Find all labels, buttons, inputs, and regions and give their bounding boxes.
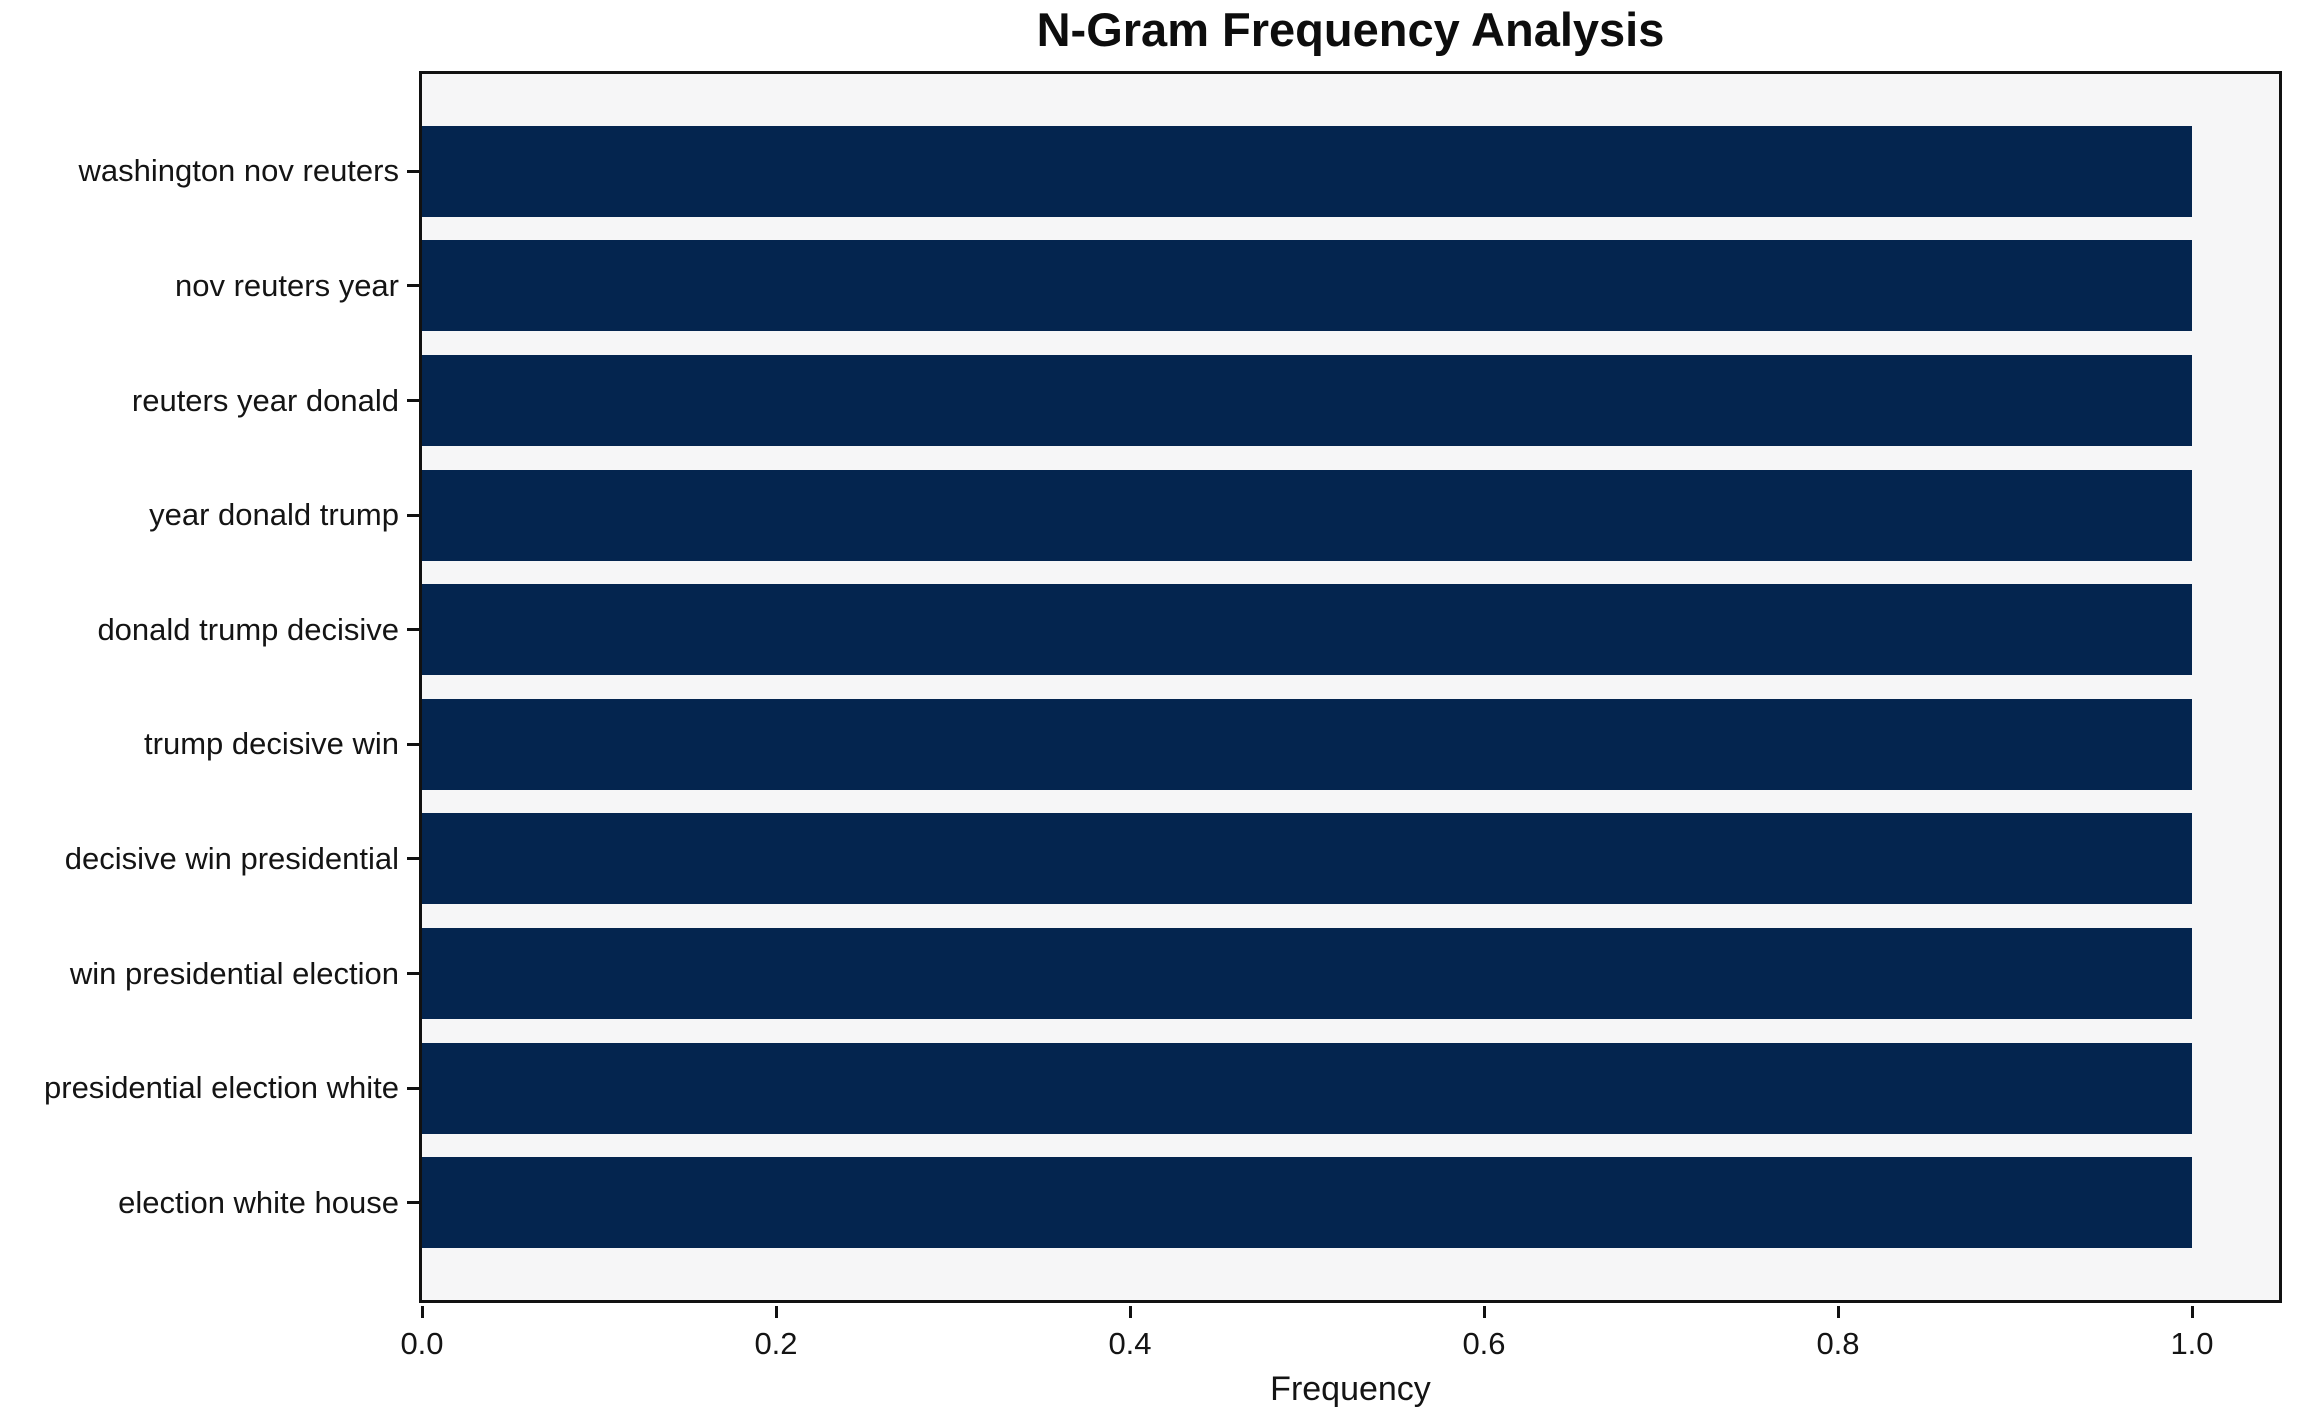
y-tick-label: election white house xyxy=(118,1184,399,1220)
y-tick-label: year donald trump xyxy=(149,497,399,533)
bar xyxy=(422,1042,2192,1134)
x-tick-label: 0.0 xyxy=(400,1326,444,1361)
bar xyxy=(422,928,2192,1019)
y-tick-mark xyxy=(407,742,419,746)
x-tick-mark xyxy=(2190,1306,2194,1318)
x-tick-label: 0.2 xyxy=(754,1326,798,1361)
y-tick-mark xyxy=(407,399,419,402)
y-tick-mark xyxy=(407,972,419,975)
y-tick-label: trump decisive win xyxy=(144,726,399,762)
y-tick-label: presidential election white xyxy=(44,1070,399,1106)
x-tick-label: 0.8 xyxy=(1816,1326,1860,1361)
x-tick-mark xyxy=(1836,1306,1840,1318)
bar xyxy=(422,125,2192,217)
bar xyxy=(422,813,2192,905)
y-tick-mark xyxy=(407,1086,419,1090)
y-tick-mark xyxy=(407,857,419,861)
y-tick-mark xyxy=(407,513,419,517)
bars-layer xyxy=(422,74,2279,1300)
y-tick-label: win presidential election xyxy=(69,955,399,991)
y-tick-label: donald trump decisive xyxy=(97,611,399,647)
x-tick-label: 0.4 xyxy=(1108,1326,1152,1361)
x-axis-title: Frequency xyxy=(1270,1370,1431,1408)
y-tick-label: reuters year donald xyxy=(131,382,399,418)
x-tick-label: 0.6 xyxy=(1462,1326,1506,1361)
chart-title: N-Gram Frequency Analysis xyxy=(1036,3,1665,56)
bar xyxy=(422,355,2192,446)
y-tick-label: washington nov reuters xyxy=(78,153,399,189)
y-tick-mark xyxy=(407,284,419,288)
y-tick-label: decisive win presidential xyxy=(64,840,399,876)
x-tick-label: 1.0 xyxy=(2170,1326,2214,1361)
x-tick-mark xyxy=(1128,1306,1132,1318)
y-tick-mark xyxy=(407,1201,419,1205)
y-tick-mark xyxy=(407,169,419,173)
y-tick-label: nov reuters year xyxy=(175,267,399,303)
bar xyxy=(422,698,2192,790)
bar xyxy=(422,584,2192,676)
x-tick-mark xyxy=(1482,1306,1486,1318)
bar xyxy=(422,240,2192,332)
y-tick-mark xyxy=(407,628,419,632)
x-tick-mark xyxy=(774,1306,778,1318)
plot-area xyxy=(419,71,2282,1303)
bar xyxy=(422,1157,2192,1249)
bar xyxy=(422,469,2192,561)
x-tick-mark xyxy=(420,1306,424,1318)
